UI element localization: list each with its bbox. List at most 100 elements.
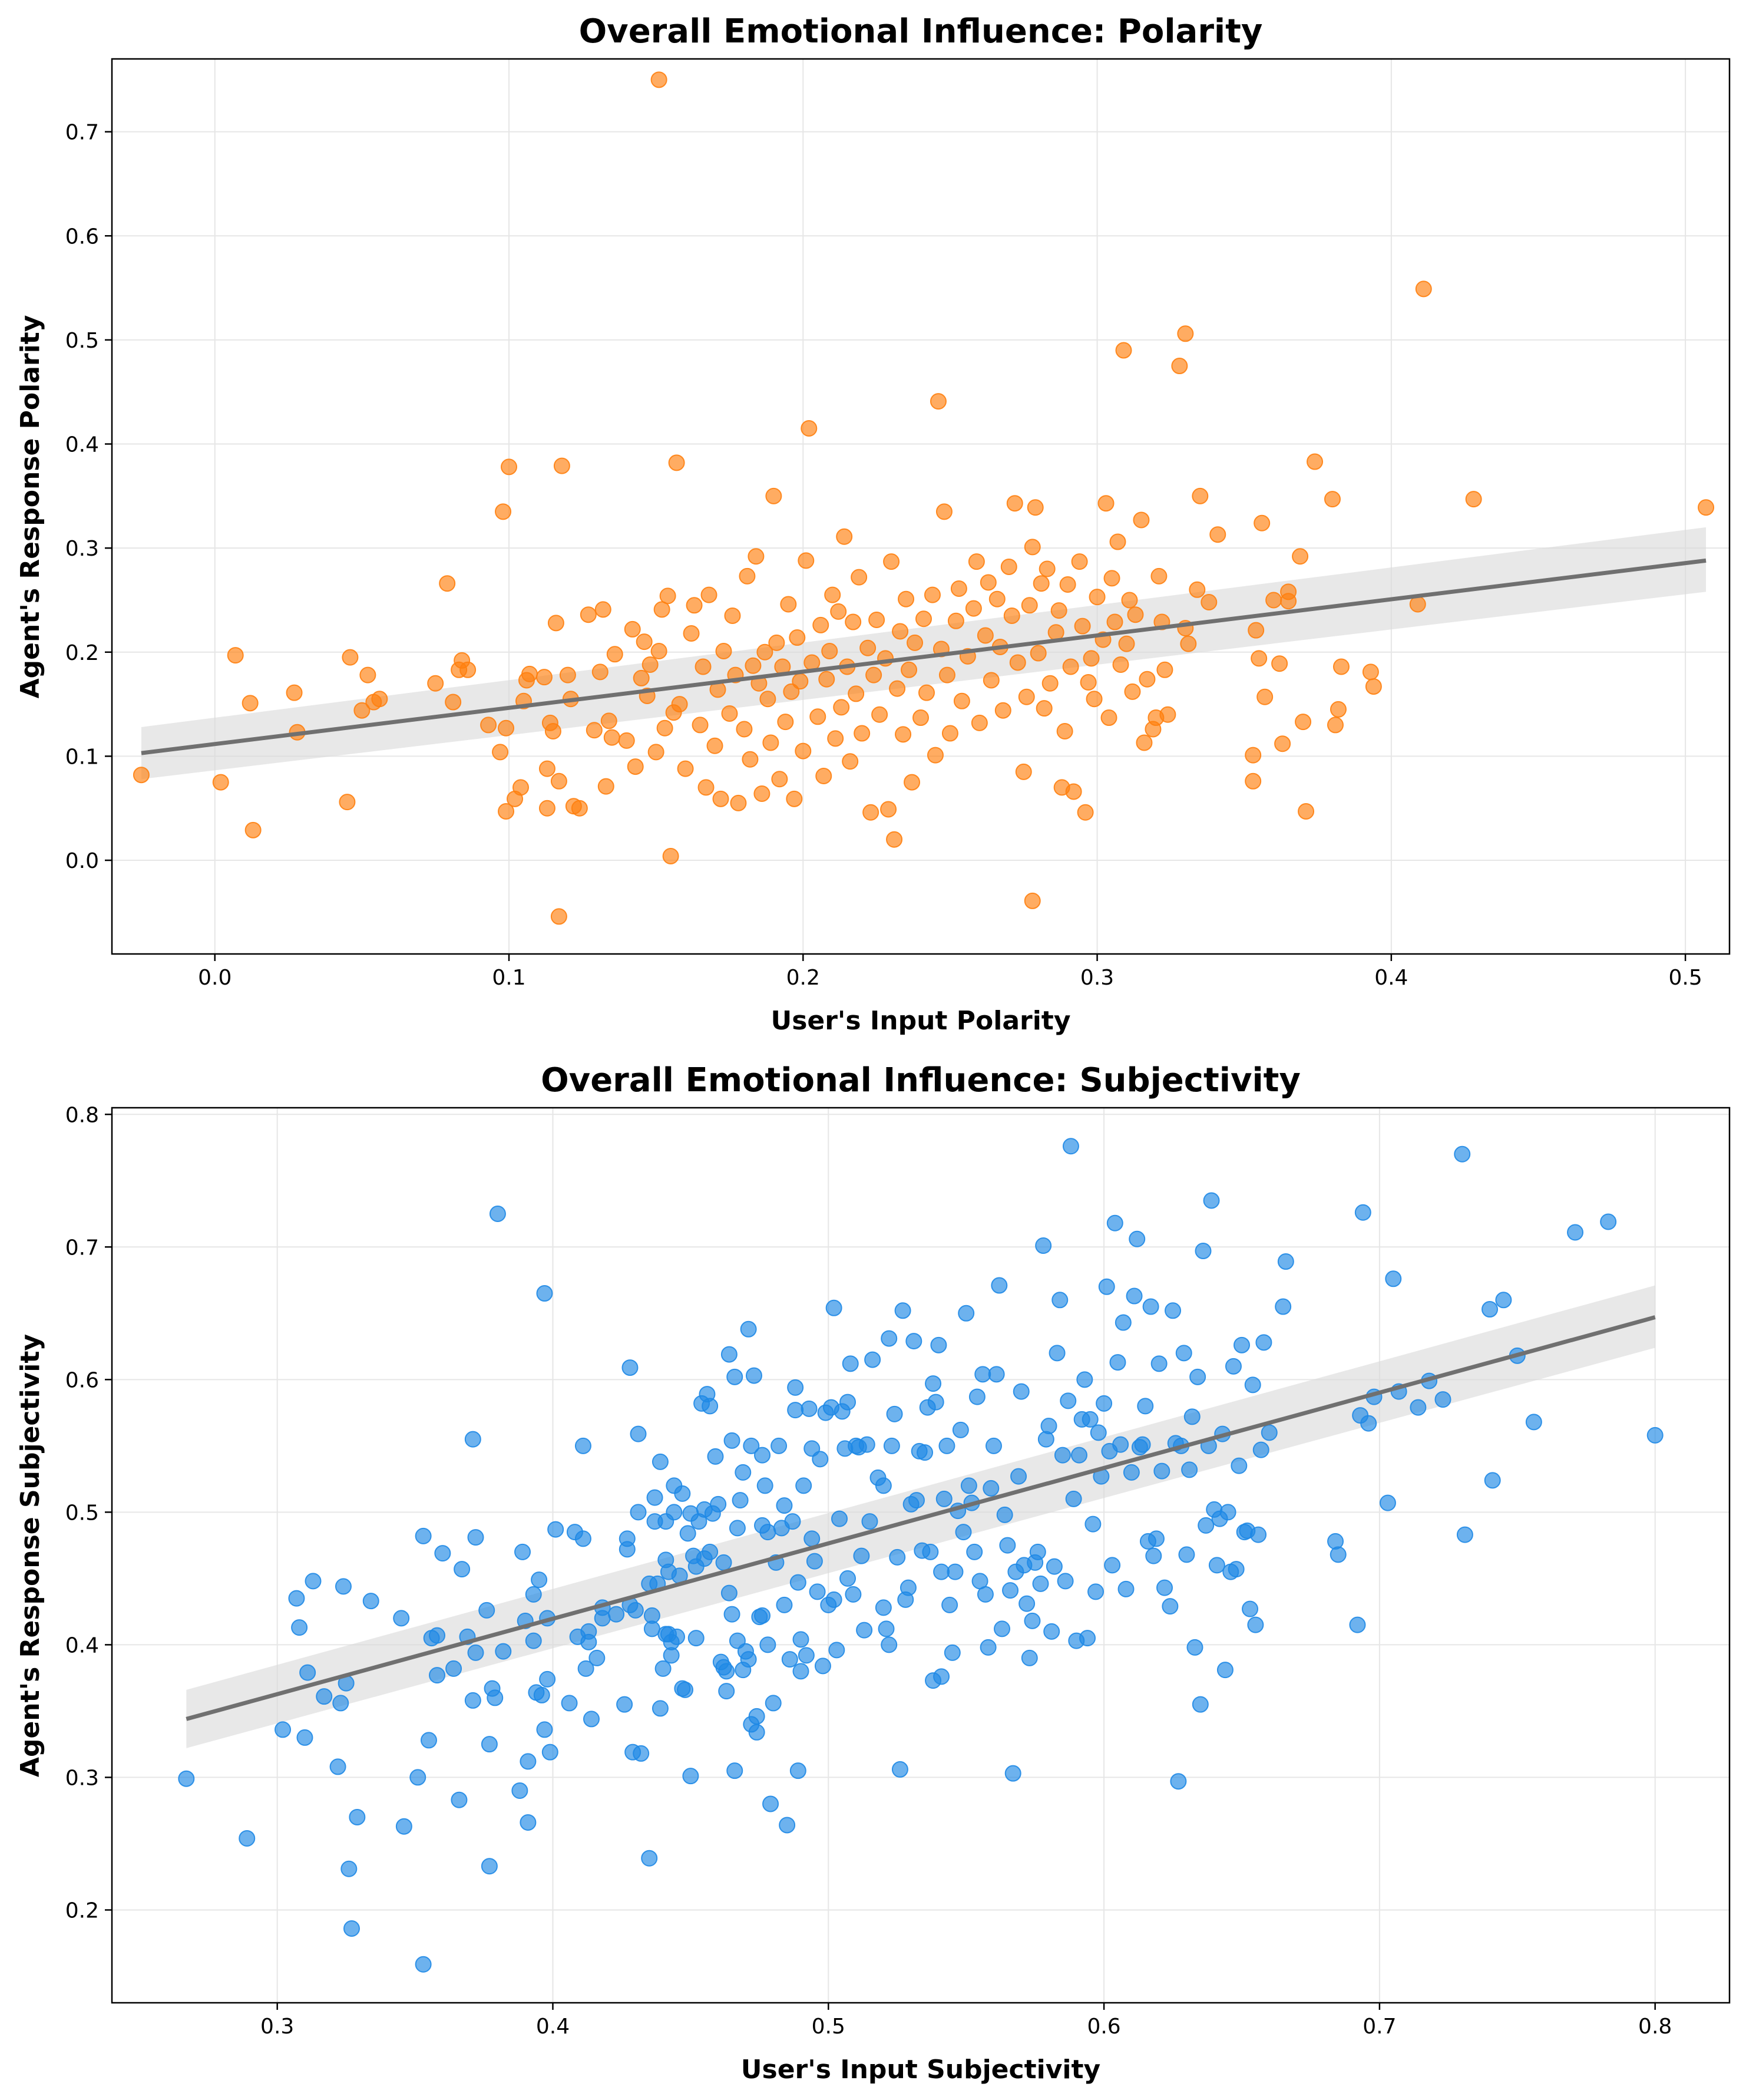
subjectivity-data-point: [1192, 1696, 1209, 1713]
subjectivity-data-point: [1360, 1415, 1377, 1432]
polarity-data-point: [1074, 618, 1091, 635]
polarity-data-point: [1100, 709, 1117, 727]
polarity-data-point: [1292, 548, 1309, 565]
polarity-data-point: [647, 744, 664, 761]
polarity-data-point: [1245, 747, 1262, 764]
polarity-data-point: [559, 666, 576, 684]
polarity-data-point: [818, 671, 835, 688]
polarity-data-point: [1362, 663, 1379, 681]
subjectivity-data-point: [935, 1490, 953, 1507]
subjectivity-data-point: [718, 1683, 735, 1700]
subjectivity-data-point: [1198, 1517, 1215, 1534]
subjectivity-data-point: [434, 1545, 451, 1562]
polarity-data-point: [730, 794, 747, 811]
subjectivity-data-point: [779, 1817, 796, 1834]
polarity-data-point: [1059, 576, 1076, 593]
polarity-data-point: [786, 790, 803, 807]
polarity-data-point: [795, 742, 812, 760]
subjectivity-data-point: [489, 1206, 506, 1223]
subjectivity-data-point: [1195, 1243, 1212, 1260]
subjectivity-data-point: [652, 1700, 669, 1717]
subjectivity-data-point: [1096, 1395, 1113, 1412]
subjectivity-data-point: [1150, 1355, 1168, 1372]
subjectivity-data-point: [1410, 1399, 1427, 1416]
subjectivity-data-point: [881, 1330, 898, 1347]
polarity-grid: [112, 59, 1730, 954]
polarity-data-point: [1324, 491, 1341, 508]
subjectivity-data-point: [495, 1643, 512, 1660]
subjectivity-data-point: [335, 1578, 352, 1595]
polarity-data-point: [1295, 714, 1312, 731]
subjectivity-data-point: [451, 1791, 468, 1808]
subjectivity-data-point: [580, 1633, 597, 1650]
polarity-data-point: [1133, 511, 1150, 529]
polarity-data-point: [538, 760, 555, 777]
subjectivity-data-point: [1104, 1557, 1121, 1574]
polarity-data-point: [1071, 553, 1088, 570]
polarity-data-point: [971, 714, 988, 731]
subjectivity-data-point: [415, 1527, 432, 1544]
polarity-data-point: [1065, 783, 1082, 800]
subjectivity-data-point: [771, 1437, 788, 1454]
subjectivity-data-point: [539, 1670, 556, 1688]
subjectivity-data-point: [710, 1495, 727, 1513]
polarity-data-point: [907, 634, 924, 651]
polarity-data-point: [915, 610, 932, 628]
subjectivity-data-point: [825, 1591, 842, 1608]
polarity-data-point: [606, 646, 623, 663]
subjectivity-data-point: [743, 1437, 760, 1454]
polarity-data-point: [789, 629, 806, 646]
polarity-data-point: [1021, 597, 1038, 614]
subjectivity-data-point: [514, 1543, 531, 1560]
subjectivity-data-point: [577, 1660, 594, 1677]
polarity-data-point: [1115, 342, 1132, 359]
polarity-data-point: [724, 607, 741, 624]
subjectivity-data-point: [723, 1432, 740, 1449]
polarity-data-point: [1409, 596, 1426, 613]
polarity-data-point: [662, 847, 679, 864]
subjectivity-data-point: [1484, 1472, 1501, 1489]
polarity-data-point: [977, 627, 994, 644]
polarity-y-tick-label: 0.2: [65, 641, 99, 665]
subjectivity-data-point: [933, 1668, 950, 1685]
polarity-scatter-points: [133, 71, 1715, 925]
polarity-title: Overall Emotional Influence: Polarity: [579, 12, 1263, 51]
polarity-data-point: [133, 767, 150, 784]
subjectivity-x-tick-label: 0.4: [536, 2015, 570, 2039]
polarity-data-point: [848, 685, 865, 702]
polarity-data-point: [983, 672, 1000, 689]
subjectivity-data-point: [947, 1563, 964, 1580]
polarity-data-point: [1274, 735, 1291, 752]
polarity-data-point: [591, 663, 609, 681]
subjectivity-data-point: [1087, 1583, 1105, 1600]
polarity-data-point: [627, 758, 644, 775]
polarity-data-point: [242, 695, 259, 712]
polarity-data-point: [686, 597, 703, 614]
subjectivity-data-point: [520, 1814, 537, 1831]
subjectivity-data-point: [1600, 1213, 1617, 1230]
polarity-data-point: [695, 658, 712, 675]
polarity-x-tick-label: 0.1: [492, 966, 525, 990]
subjectivity-data-point: [968, 1388, 986, 1405]
polarity-data-point: [845, 613, 862, 630]
subjectivity-data-point: [332, 1695, 349, 1712]
polarity-data-point: [1136, 734, 1153, 751]
subjectivity-data-point: [958, 1305, 975, 1322]
polarity-panel: Overall Emotional Influence: Polarity 0.…: [15, 12, 1731, 1036]
subjectivity-data-point: [1137, 1398, 1154, 1415]
polarity-data-point: [706, 737, 723, 754]
subjectivity-data-point: [687, 1630, 705, 1647]
subjectivity-data-point: [828, 1642, 845, 1659]
polarity-x-axis-label: User's Input Polarity: [771, 1006, 1070, 1036]
subjectivity-data-point: [1134, 1436, 1151, 1453]
polarity-y-tick-label: 0.6: [65, 224, 99, 249]
polarity-data-point: [927, 747, 944, 764]
subjectivity-data-point: [1170, 1773, 1187, 1790]
polarity-data-point: [780, 596, 797, 613]
subjectivity-data-point: [776, 1497, 793, 1514]
subjectivity-regression-line: [186, 1315, 1656, 1721]
polarity-data-point: [656, 719, 673, 737]
polarity-data-point: [1006, 495, 1023, 512]
polarity-data-point: [1030, 645, 1047, 662]
